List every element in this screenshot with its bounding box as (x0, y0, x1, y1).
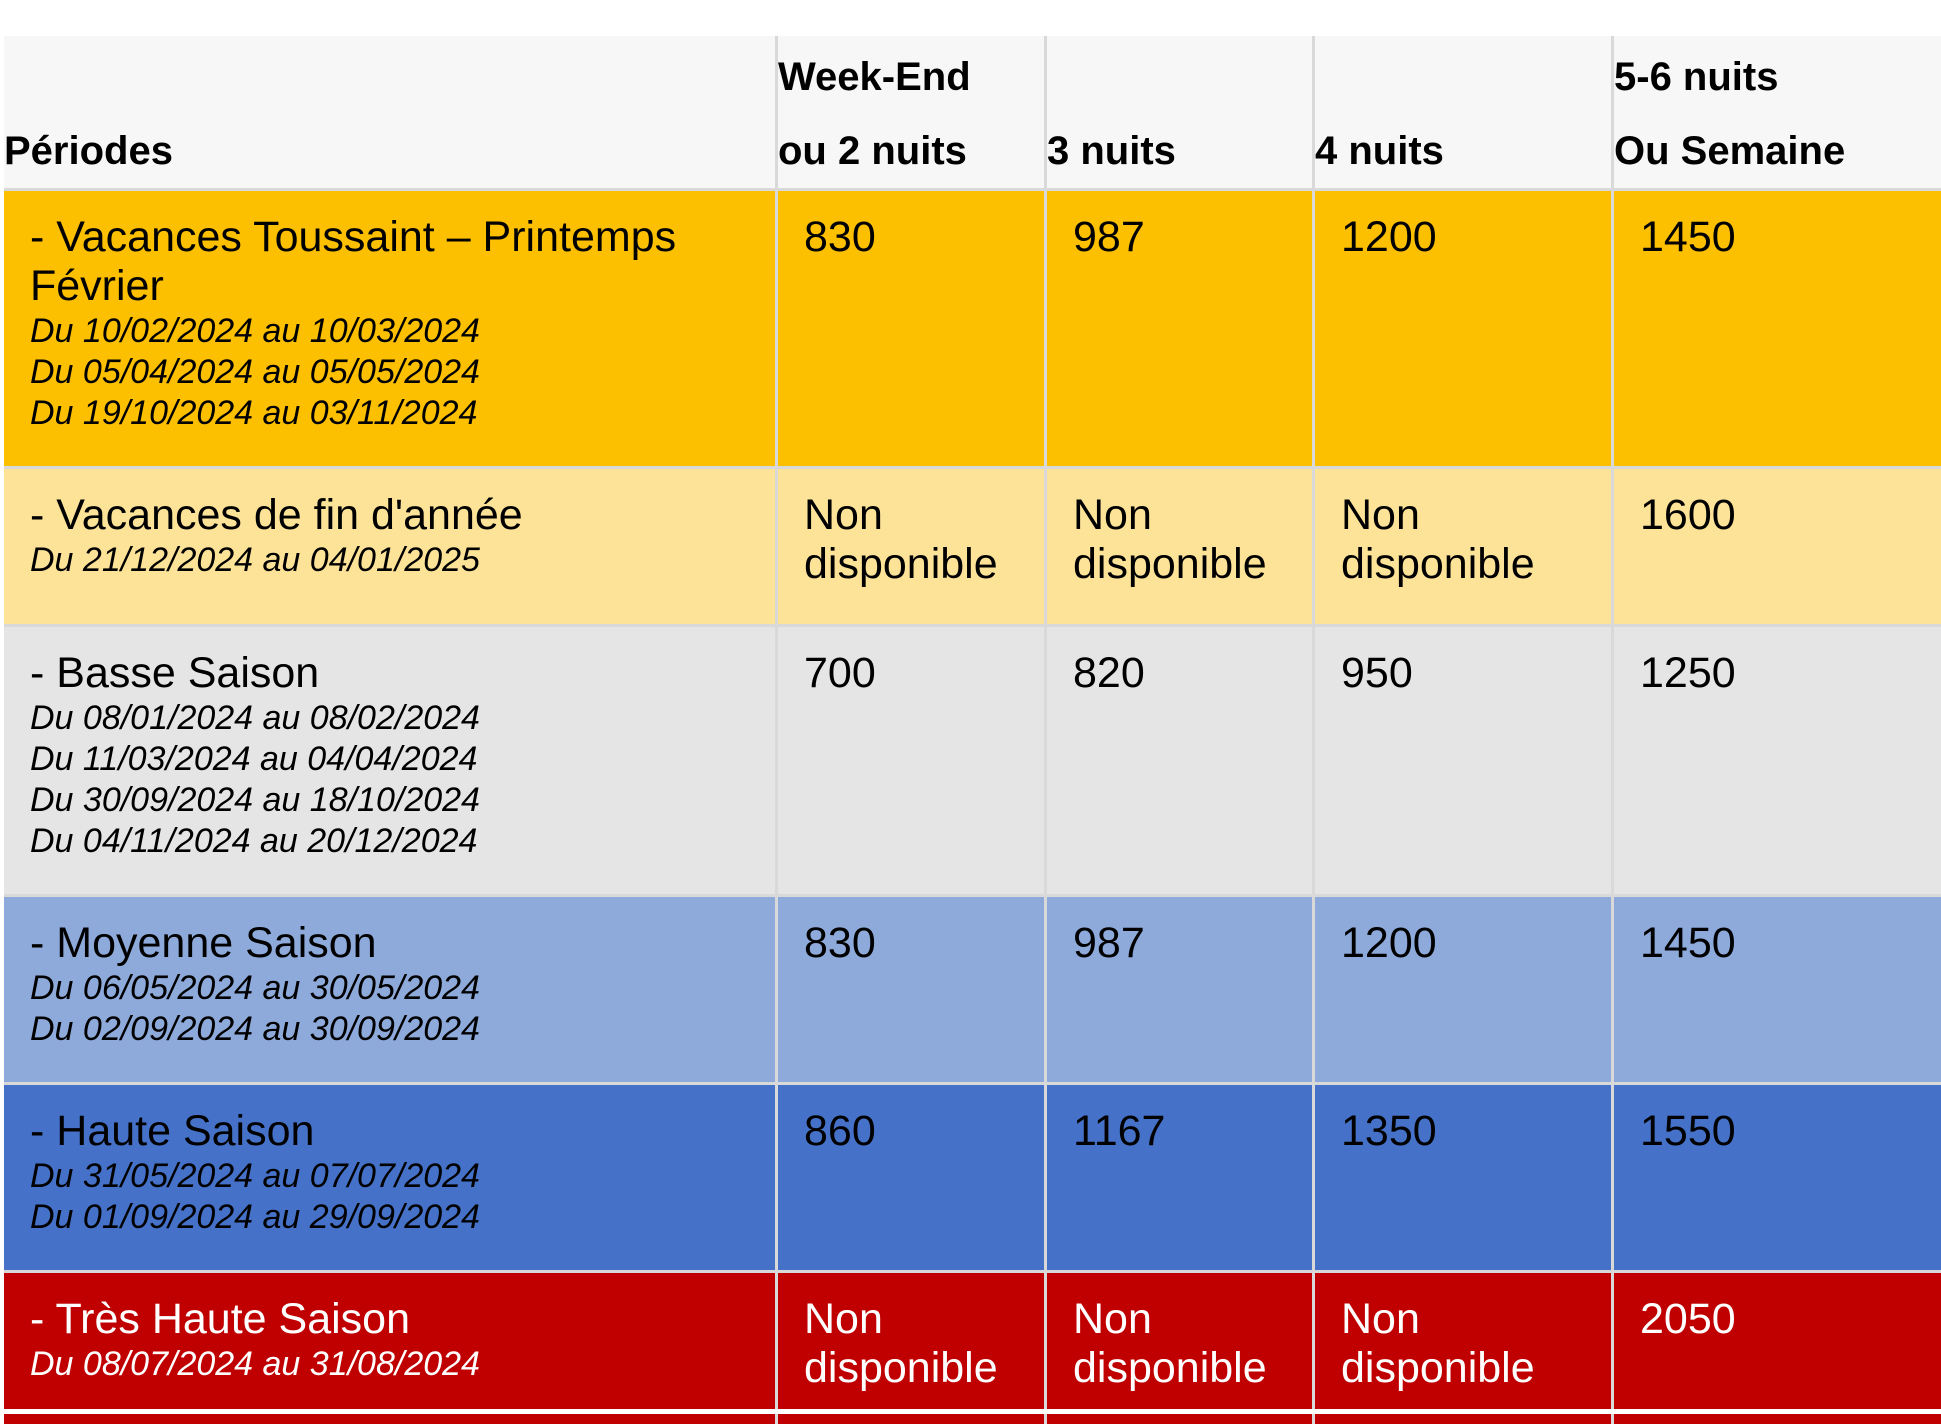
period-cell-moyenne-saison: - Moyenne Saison Du 06/05/2024 au 30/05/… (4, 897, 775, 1082)
price-cell: 1450 (1614, 191, 1941, 466)
price-cell: 700 (778, 627, 1044, 894)
price-cell: 1200 (1315, 897, 1611, 1082)
period-date: Du 04/11/2024 au 20/12/2024 (30, 822, 478, 860)
period-cell-tres-haute-saison: - Très Haute Saison Du 08/07/2024 au 31/… (4, 1273, 775, 1424)
price-cell: Non disponible (1315, 1273, 1611, 1424)
period-date: Du 08/07/2024 au 31/08/2024 (30, 1345, 480, 1383)
period-date: Du 21/12/2024 au 04/01/2025 (30, 541, 480, 579)
price-cell: 1350 (1315, 1085, 1611, 1270)
price-cell: Non disponible (1315, 469, 1611, 624)
header-weekend: Week-End ou 2 nuits (778, 36, 1044, 188)
price-cell: Non disponible (778, 469, 1044, 624)
header-semaine-line-1: 5-6 nuits (1614, 55, 1779, 99)
period-date: Du 11/03/2024 au 04/04/2024 (30, 740, 478, 778)
period-title: - Très Haute Saison (30, 1295, 411, 1343)
period-date: Du 06/05/2024 au 30/05/2024 (30, 969, 480, 1007)
period-date: Du 08/01/2024 au 08/02/2024 (30, 699, 480, 737)
period-date: Du 02/09/2024 au 30/09/2024 (30, 1010, 480, 1048)
period-title: - Haute Saison (30, 1107, 315, 1155)
period-date: Du 05/04/2024 au 05/05/2024 (30, 353, 480, 391)
period-date: Du 01/09/2024 au 29/09/2024 (30, 1198, 480, 1236)
price-cell: 1550 (1614, 1085, 1941, 1270)
period-date: Du 19/10/2024 au 03/11/2024 (30, 394, 478, 432)
header-weekend-line-2: ou 2 nuits (778, 129, 967, 173)
period-cell-fin-annee: - Vacances de fin d'année Du 21/12/2024 … (4, 469, 775, 624)
price-cell: 1450 (1614, 897, 1941, 1082)
price-cell: 987 (1047, 897, 1312, 1082)
period-title: - Vacances Toussaint – Printemps Février (30, 213, 677, 310)
price-cell: 820 (1047, 627, 1312, 894)
header-periodes: Périodes (4, 36, 775, 188)
header-4-nuits-line-1: 4 nuits (1315, 129, 1444, 173)
period-date: Du 30/09/2024 au 18/10/2024 (30, 781, 480, 819)
period-date: Du 31/05/2024 au 07/07/2024 (30, 1157, 480, 1195)
period-title: - Vacances de fin d'année (30, 491, 523, 539)
header-periodes-line-1: Périodes (4, 129, 173, 173)
price-cell: 987 (1047, 191, 1312, 466)
price-cell: 2050 (1614, 1273, 1941, 1424)
header-weekend-line-1: Week-End (778, 55, 971, 99)
header-3-nuits-line-1: 3 nuits (1047, 129, 1176, 173)
period-date: Du 10/02/2024 au 10/03/2024 (30, 312, 480, 350)
header-3-nuits: 3 nuits (1047, 36, 1312, 188)
bottom-margin (0, 1409, 1941, 1414)
price-cell: 830 (778, 191, 1044, 466)
price-cell: 1167 (1047, 1085, 1312, 1270)
price-cell: Non disponible (1047, 469, 1312, 624)
period-title: - Moyenne Saison (30, 919, 377, 967)
price-cell: 950 (1315, 627, 1611, 894)
price-cell: 1200 (1315, 191, 1611, 466)
pricing-table: Périodes Week-End ou 2 nuits 3 nuits 4 n… (4, 36, 1941, 1424)
price-cell: 860 (778, 1085, 1044, 1270)
price-cell: 830 (778, 897, 1044, 1082)
price-cell: 1600 (1614, 469, 1941, 624)
header-semaine-line-2: Ou Semaine (1614, 129, 1846, 173)
price-cell: 1250 (1614, 627, 1941, 894)
period-cell-toussaint-printemps: - Vacances Toussaint – Printemps Février… (4, 191, 775, 466)
header-4-nuits: 4 nuits (1315, 36, 1611, 188)
period-title: - Basse Saison (30, 649, 320, 697)
period-cell-haute-saison: - Haute Saison Du 31/05/2024 au 07/07/20… (4, 1085, 775, 1270)
period-cell-basse-saison: - Basse Saison Du 08/01/2024 au 08/02/20… (4, 627, 775, 894)
price-cell: Non disponible (1047, 1273, 1312, 1424)
price-cell: Non disponible (778, 1273, 1044, 1424)
header-semaine: 5-6 nuits Ou Semaine (1614, 36, 1941, 188)
